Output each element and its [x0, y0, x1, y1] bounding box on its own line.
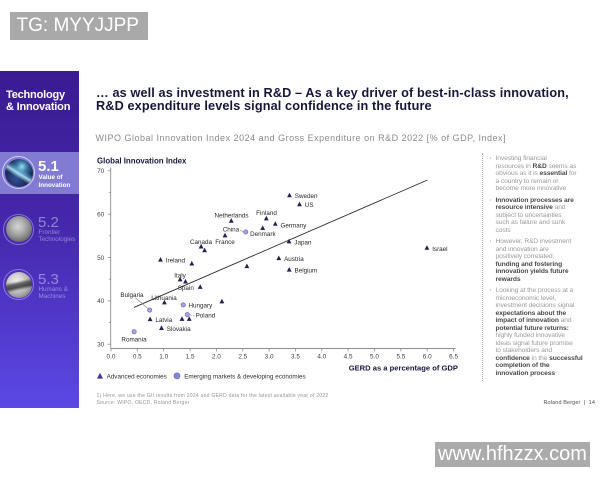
svg-text:GERD as a percentage of GDP: GERD as a percentage of GDP — [349, 363, 458, 372]
svg-text:Germany: Germany — [281, 222, 308, 229]
svg-text:Lithuania: Lithuania — [151, 295, 177, 302]
svg-text:China: China — [223, 226, 240, 233]
svg-text:Slovakia: Slovakia — [167, 326, 191, 333]
svg-text:0.5: 0.5 — [133, 354, 142, 361]
svg-text:Italy: Italy — [174, 272, 186, 279]
svg-text:US: US — [305, 202, 314, 209]
svg-text:Ireland: Ireland — [166, 258, 186, 265]
svg-text:4.0: 4.0 — [317, 354, 326, 361]
svg-text:Canada: Canada — [190, 239, 213, 246]
svg-text:Belgium: Belgium — [295, 268, 318, 275]
svg-text:Spain: Spain — [178, 285, 195, 292]
svg-text:Latvia: Latvia — [155, 317, 172, 324]
svg-text:6.5: 6.5 — [449, 354, 458, 361]
svg-text:1.5: 1.5 — [186, 354, 195, 361]
svg-text:Netherlands: Netherlands — [215, 212, 249, 219]
svg-text:1.0: 1.0 — [159, 354, 168, 361]
svg-text:Sweden: Sweden — [295, 193, 318, 200]
svg-text:0.0: 0.0 — [107, 354, 116, 361]
svg-text:2.0: 2.0 — [212, 354, 221, 361]
svg-text:Emerging markets & developing: Emerging markets & developing economies — [184, 374, 305, 381]
svg-text:Poland: Poland — [196, 312, 216, 319]
svg-text:Israel: Israel — [432, 246, 447, 253]
svg-text:Hungary: Hungary — [189, 303, 214, 310]
svg-text:5.0: 5.0 — [370, 354, 379, 361]
svg-text:60: 60 — [97, 212, 105, 219]
svg-text:30: 30 — [97, 342, 105, 349]
svg-text:3.0: 3.0 — [265, 354, 274, 361]
svg-text:3.5: 3.5 — [291, 354, 300, 361]
svg-text:Advanced economies: Advanced economies — [107, 374, 167, 381]
svg-text:Global Innovation Index: Global Innovation Index — [97, 156, 187, 165]
svg-text:Austria: Austria — [284, 256, 304, 263]
svg-text:4.5: 4.5 — [344, 354, 353, 361]
svg-text:2.5: 2.5 — [238, 354, 247, 361]
svg-text:Denmark: Denmark — [250, 231, 276, 238]
svg-text:France: France — [215, 239, 235, 246]
svg-text:50: 50 — [97, 255, 105, 262]
svg-text:Finland: Finland — [256, 210, 277, 217]
svg-text:Romania: Romania — [121, 336, 147, 343]
svg-text:Japan: Japan — [294, 239, 312, 246]
svg-text:70: 70 — [97, 168, 105, 175]
svg-text:40: 40 — [97, 298, 105, 305]
svg-text:6.0: 6.0 — [423, 354, 432, 361]
svg-text:5.5: 5.5 — [396, 354, 405, 361]
svg-text:Bulgaria: Bulgaria — [120, 292, 144, 299]
